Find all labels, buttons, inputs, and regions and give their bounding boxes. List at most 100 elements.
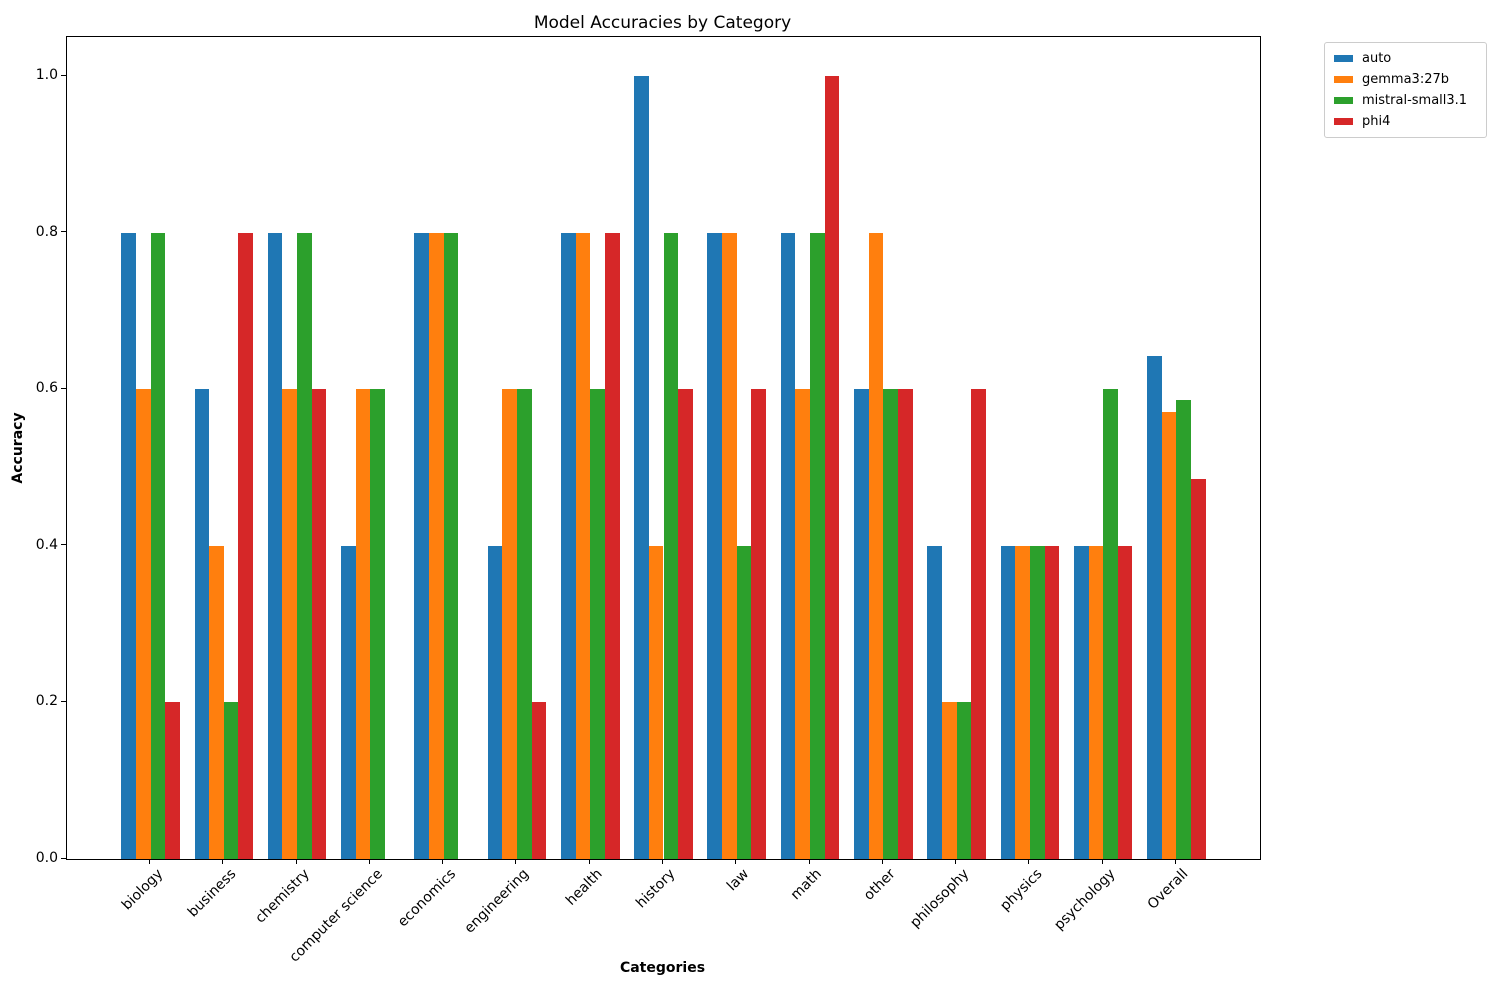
bar-mistral-small3.1-physics	[1029, 545, 1045, 859]
x-tick-label-psychology: psychology	[1051, 866, 1119, 934]
bar-phi4-engineering	[531, 702, 547, 859]
y-tick-mark	[61, 231, 66, 233]
bar-mistral-small3.1-chemistry	[297, 232, 312, 859]
legend: auto gemma3:27b mistral-small3.1 phi4	[1324, 42, 1487, 138]
bar-gemma3:27b-other	[868, 232, 884, 859]
bar-auto-business	[194, 389, 210, 859]
x-tick-label-health: health	[562, 866, 606, 909]
bar-phi4-law	[751, 389, 767, 859]
x-tick-label-engineering: engineering	[461, 866, 533, 937]
bar-gemma3:27b-health	[575, 232, 591, 859]
bar-mistral-small3.1-other	[883, 389, 898, 859]
legend-label: gemma3:27b	[1362, 72, 1449, 87]
bar-auto-economics	[414, 232, 429, 859]
bar-mistral-small3.1-history	[663, 232, 679, 859]
legend-entry-mistral-small3-1: mistral-small3.1	[1334, 90, 1477, 111]
legend-entry-gemma3-27b: gemma3:27b	[1334, 69, 1477, 90]
y-tick-label: 0.6	[35, 380, 58, 397]
bar-phi4-health	[604, 232, 620, 859]
y-tick-mark	[61, 857, 66, 859]
bar-phi4-biology	[165, 702, 180, 859]
bar-mistral-small3.1-biology	[150, 232, 166, 859]
bar-phi4-math	[824, 76, 840, 859]
bar-phi4-history	[678, 389, 693, 859]
y-tick-label: 0.0	[35, 850, 58, 866]
bar-mistral-small3.1-philosophy	[956, 702, 972, 859]
legend-entry-phi4: phi4	[1334, 111, 1477, 132]
legend-swatch-icon	[1334, 118, 1353, 125]
x-axis-label: Categories	[619, 960, 706, 976]
bar-gemma3:27b-law	[722, 232, 737, 859]
x-tick-mark	[149, 859, 151, 864]
bar-gemma3:27b-history	[648, 545, 664, 859]
x-tick-mark	[515, 859, 517, 864]
bar-mistral-small3.1-law	[736, 545, 752, 859]
bar-gemma3:27b-philosophy	[941, 702, 957, 859]
bar-gemma3:27b-business	[209, 545, 224, 859]
x-tick-mark	[588, 859, 590, 864]
legend-label: mistral-small3.1	[1362, 93, 1468, 108]
x-tick-label-other: other	[860, 866, 899, 904]
bar-auto-physics	[1000, 545, 1016, 859]
bar-mistral-small3.1-psychology	[1103, 389, 1118, 859]
y-tick-mark	[61, 387, 66, 389]
x-tick-mark	[442, 859, 444, 864]
y-tick-label: 1.0	[35, 67, 58, 84]
bar-phi4-other	[897, 389, 913, 859]
legend-swatch-icon	[1334, 55, 1353, 62]
bar-phi4-physics	[1044, 545, 1060, 859]
x-tick-mark	[222, 859, 224, 864]
x-tick-label-economics: economics	[394, 866, 459, 931]
bar-auto-computer-science	[341, 545, 356, 859]
bar-mistral-small3.1-math	[810, 232, 825, 859]
bar-auto-health	[560, 232, 576, 859]
bar-gemma3:27b-chemistry	[282, 389, 298, 859]
legend-label: phi4	[1362, 114, 1391, 129]
x-tick-mark	[1174, 859, 1176, 864]
y-tick-mark	[61, 700, 66, 702]
bar-auto-law	[707, 232, 723, 859]
bar-phi4-business	[238, 232, 254, 859]
x-tick-label-history: history	[633, 866, 679, 912]
x-tick-label-law: law	[723, 866, 753, 895]
bar-mistral-small3.1-overall	[1176, 400, 1192, 859]
bar-gemma3:27b-biology	[135, 389, 151, 859]
y-tick-label: 0.8	[35, 223, 58, 240]
x-tick-mark	[735, 859, 737, 864]
bar-auto-philosophy	[927, 545, 942, 859]
bar-auto-chemistry	[267, 232, 283, 859]
legend-swatch-icon	[1334, 76, 1353, 83]
bar-auto-overall	[1147, 355, 1162, 859]
x-tick-mark	[1028, 859, 1030, 864]
bar-gemma3:27b-engineering	[502, 389, 517, 859]
bar-mistral-small3.1-health	[590, 389, 605, 859]
y-tick-mark	[61, 544, 66, 546]
legend-label: auto	[1362, 51, 1392, 66]
bar-mistral-small3.1-business	[223, 702, 239, 859]
legend-swatch-icon	[1334, 97, 1353, 104]
bar-auto-biology	[121, 232, 136, 859]
x-tick-mark	[955, 859, 957, 864]
bar-auto-other	[854, 389, 869, 859]
plot-area	[66, 36, 1261, 860]
x-tick-mark	[881, 859, 883, 864]
x-tick-label-chemistry: chemistry	[251, 866, 313, 927]
bar-auto-engineering	[487, 545, 503, 859]
x-tick-label-business: business	[184, 866, 240, 921]
bar-phi4-psychology	[1117, 545, 1133, 859]
bar-gemma3:27b-psychology	[1088, 545, 1104, 859]
x-tick-label-biology: biology	[118, 866, 166, 914]
bar-mistral-small3.1-economics	[443, 232, 459, 859]
x-tick-label-math: math	[788, 866, 826, 904]
x-tick-mark	[808, 859, 810, 864]
bar-phi4-overall	[1191, 478, 1206, 859]
bar-mistral-small3.1-engineering	[516, 389, 532, 859]
x-tick-mark	[1101, 859, 1103, 864]
bar-gemma3:27b-math	[795, 389, 811, 859]
y-tick-mark	[61, 74, 66, 76]
y-axis-label: Accuracy	[10, 412, 26, 484]
y-tick-label: 0.4	[35, 536, 58, 553]
bar-gemma3:27b-overall	[1161, 411, 1177, 859]
bar-gemma3:27b-economics	[429, 232, 444, 859]
